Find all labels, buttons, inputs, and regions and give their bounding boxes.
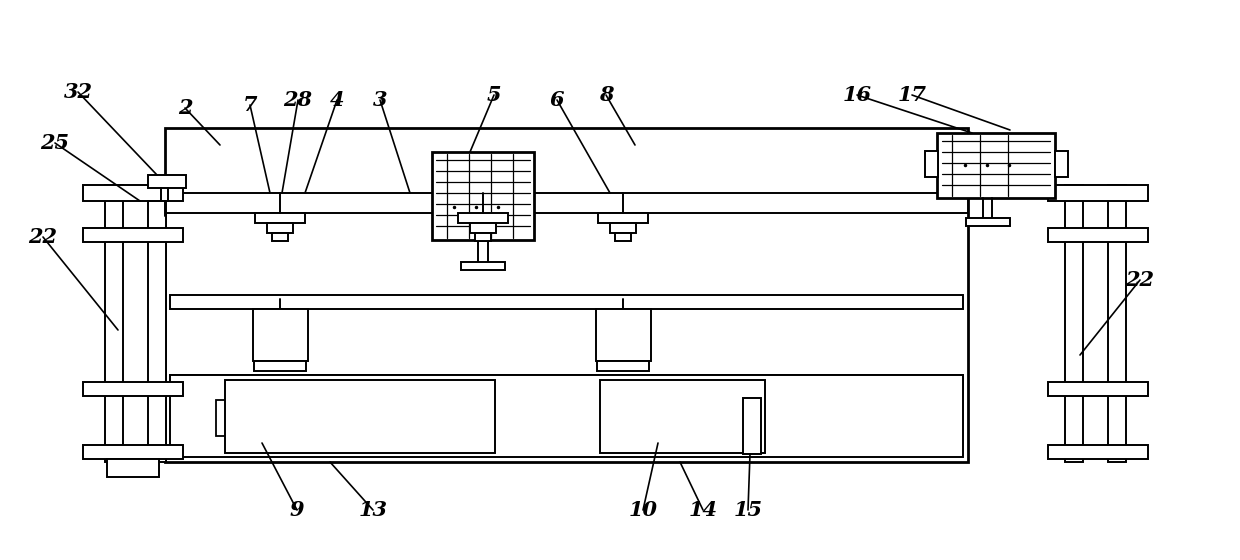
Bar — [255, 213, 305, 223]
Text: 9: 9 — [290, 500, 304, 520]
Bar — [1048, 382, 1148, 396]
Bar — [458, 213, 508, 223]
Bar — [610, 223, 636, 233]
Text: 10: 10 — [629, 500, 657, 520]
Text: 32: 32 — [63, 82, 93, 102]
Bar — [1109, 185, 1126, 462]
Bar — [596, 361, 649, 371]
Bar — [148, 185, 166, 462]
Bar — [165, 128, 968, 462]
Bar — [1065, 185, 1083, 462]
Bar — [254, 361, 306, 371]
Text: 28: 28 — [284, 90, 312, 110]
Bar — [475, 233, 491, 241]
Text: 3: 3 — [373, 90, 387, 110]
Bar — [105, 185, 123, 462]
Bar — [226, 396, 341, 440]
Bar — [253, 309, 308, 361]
Text: 22: 22 — [1126, 270, 1154, 290]
Text: 4: 4 — [330, 90, 345, 110]
Text: 5: 5 — [487, 85, 501, 105]
Bar — [461, 262, 505, 270]
Bar — [470, 223, 496, 233]
Bar — [611, 400, 622, 436]
Bar — [170, 295, 963, 309]
Bar — [272, 233, 288, 241]
Text: 13: 13 — [358, 500, 387, 520]
Text: 15: 15 — [734, 500, 763, 520]
Bar — [1048, 228, 1148, 242]
Bar — [937, 133, 1055, 198]
Bar — [596, 309, 651, 361]
Bar — [1048, 445, 1148, 459]
Bar — [743, 398, 761, 454]
Text: 14: 14 — [688, 500, 718, 520]
Bar — [966, 218, 1011, 226]
Bar — [170, 375, 963, 457]
Text: 7: 7 — [243, 95, 257, 115]
Text: 6: 6 — [549, 90, 564, 110]
Bar — [83, 445, 184, 459]
Bar — [170, 375, 963, 389]
Bar — [432, 152, 534, 240]
Text: 8: 8 — [599, 85, 614, 105]
Text: 25: 25 — [41, 133, 69, 153]
Bar — [598, 213, 649, 223]
Bar — [83, 382, 184, 396]
Bar — [341, 400, 352, 436]
Bar — [224, 380, 495, 453]
Bar — [615, 233, 631, 241]
Text: 16: 16 — [842, 85, 872, 105]
Text: 2: 2 — [177, 98, 192, 118]
Bar — [925, 151, 937, 177]
Bar — [621, 396, 737, 440]
Bar — [107, 459, 159, 477]
Bar — [165, 193, 968, 213]
Bar — [1055, 151, 1068, 177]
Bar — [83, 228, 184, 242]
Bar — [600, 380, 765, 453]
Bar — [1048, 185, 1148, 201]
Bar — [216, 400, 227, 436]
Bar — [267, 223, 293, 233]
Bar — [148, 175, 186, 188]
Text: 17: 17 — [898, 85, 926, 105]
Bar — [737, 400, 746, 436]
Text: 22: 22 — [29, 227, 57, 247]
Bar — [83, 185, 184, 201]
